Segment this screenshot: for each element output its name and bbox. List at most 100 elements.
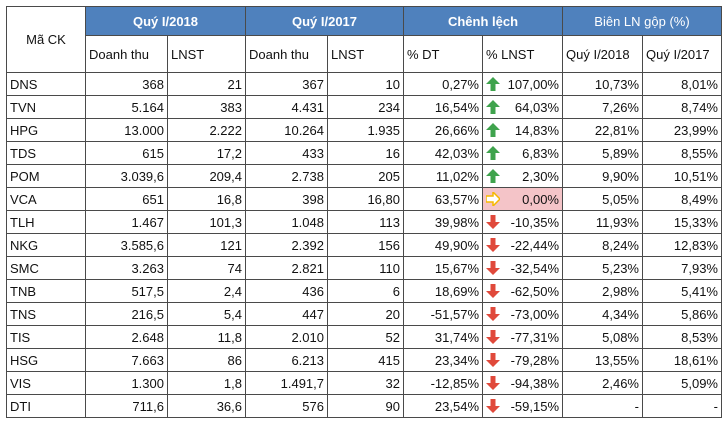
profit-change: 14,83% (514, 122, 559, 138)
profit-2018: 17,2 (167, 141, 246, 165)
financial-results-table: Mã CK Quý I/2018 Quý I/2017 Chênh lệch B… (6, 6, 722, 418)
revenue-2018: 3.039,6 (85, 164, 168, 188)
down-arrow-icon (486, 307, 500, 321)
table-row: TVN 5.164 383 4.431 234 16,54% 64,03% 7,26% 8,74… (6, 95, 722, 119)
revenue-change: 39,98% (403, 210, 483, 234)
table-body: DNS 368 21 367 10 0,27% 107,00% 10,73% 8,01% TVN 5… (6, 72, 722, 418)
revenue-2018: 368 (85, 72, 168, 96)
revenue-change-header: % DT (403, 35, 483, 73)
revenue-2018: 216,5 (85, 302, 168, 326)
revenue-change: 31,74% (403, 325, 483, 349)
revenue-2017: 2.392 (245, 233, 328, 257)
revenue-change: 18,69% (403, 279, 483, 303)
revenue-2017: 436 (245, 279, 328, 303)
profit-2017: 113 (327, 210, 404, 234)
down-arrow-icon (486, 261, 500, 275)
profit-2018: 383 (167, 95, 246, 119)
revenue-change: 49,90% (403, 233, 483, 257)
profit-change: -10,35% (510, 214, 559, 230)
profit-2017: 156 (327, 233, 404, 257)
profit-2018: 16,8 (167, 187, 246, 211)
profit-change: 6,83% (522, 145, 559, 161)
revenue-2018: 517,5 (85, 279, 168, 303)
stock-code: TNS (6, 302, 86, 326)
header-row-groups: Mã CK Quý I/2018 Quý I/2017 Chênh lệch B… (6, 6, 722, 73)
margin-2018: 9,90% (562, 164, 643, 188)
margin-2017: 8,01% (642, 72, 722, 96)
profit-2018: 11,8 (167, 325, 246, 349)
profit-change: -62,50% (510, 283, 559, 299)
profit-2018: 1,8 (167, 371, 246, 395)
revenue-change: 16,54% (403, 95, 483, 119)
stock-code: SMC (6, 256, 86, 280)
margin-2018: 5,05% (562, 187, 643, 211)
revenue-change: 42,03% (403, 141, 483, 165)
profit-2018: 2.222 (167, 118, 246, 142)
revenue-2018: 5.164 (85, 95, 168, 119)
margin-2018: 2,98% (562, 279, 643, 303)
revenue-change: 23,34% (403, 348, 483, 372)
revenue-change: -51,57% (403, 302, 483, 326)
revenue-2017: 433 (245, 141, 328, 165)
table-row: HPG 13.000 2.222 10.264 1.935 26,66% 14,83% 22,… (6, 118, 722, 142)
margin-2017: 10,51% (642, 164, 722, 188)
revenue-2017: 4.431 (245, 95, 328, 119)
table-row: HSG 7.663 86 6.213 415 23,34% -79,28% 13,55% 18,… (6, 348, 722, 372)
stock-code: VIS (6, 371, 86, 395)
profit-2017: 32 (327, 371, 404, 395)
profit-change: -32,54% (510, 260, 559, 276)
q1-2017-group-header: Quý I/2017 (245, 6, 404, 36)
profit-2017: 10 (327, 72, 404, 96)
difference-group-header: Chênh lệch (403, 6, 563, 36)
profit-2017-header: LNST (327, 35, 404, 73)
profit-2017: 16 (327, 141, 404, 165)
table-row: TIS 2.648 11,8 2.010 52 31,74% -77,31% 5,08% 8,5… (6, 325, 722, 349)
margin-2018: 4,34% (562, 302, 643, 326)
stock-code: DTI (6, 394, 86, 418)
revenue-2017: 1.491,7 (245, 371, 328, 395)
profit-change-header: % LNST (482, 35, 563, 73)
table-row: NKG 3.585,6 121 2.392 156 49,90% -22,44% 8,24% 1… (6, 233, 722, 257)
profit-change-cell: -79,28% (482, 348, 563, 372)
stock-code-header: Mã CK (6, 6, 86, 73)
stock-code: TNB (6, 279, 86, 303)
profit-change: -79,28% (510, 352, 559, 368)
margin-2018: 5,23% (562, 256, 643, 280)
profit-change-cell: -77,31% (482, 325, 563, 349)
revenue-2017: 2.821 (245, 256, 328, 280)
profit-2017: 234 (327, 95, 404, 119)
profit-2018: 86 (167, 348, 246, 372)
revenue-change: 11,02% (403, 164, 483, 188)
revenue-2018: 711,6 (85, 394, 168, 418)
stock-code: VCA (6, 187, 86, 211)
margin-2017: 18,61% (642, 348, 722, 372)
margin-2017: 8,53% (642, 325, 722, 349)
revenue-2017: 6.213 (245, 348, 328, 372)
gross-margin-group-header: Biên LN gộp (%) (562, 6, 722, 36)
profit-change-cell: -32,54% (482, 256, 563, 280)
stock-code: TIS (6, 325, 86, 349)
table-row: DTI 711,6 36,6 576 90 23,54% -59,15% - - (6, 394, 722, 418)
revenue-2017: 447 (245, 302, 328, 326)
revenue-2017: 2.010 (245, 325, 328, 349)
margin-2018: 13,55% (562, 348, 643, 372)
margin-2018: 2,46% (562, 371, 643, 395)
table-row: VCA 651 16,8 398 16,80 63,57% 0,00% 5,05% 8,49% (6, 187, 722, 211)
margin-2017: 8,49% (642, 187, 722, 211)
profit-change: 64,03% (514, 99, 559, 115)
down-arrow-icon (486, 399, 500, 413)
profit-change-cell: -73,00% (482, 302, 563, 326)
down-arrow-icon (486, 376, 500, 390)
profit-change-cell: 64,03% (482, 95, 563, 119)
profit-2017: 205 (327, 164, 404, 188)
margin-2017: 5,09% (642, 371, 722, 395)
margin-2017: - (642, 394, 722, 418)
margin-2017: 23,99% (642, 118, 722, 142)
revenue-change: 26,66% (403, 118, 483, 142)
revenue-change: 0,27% (403, 72, 483, 96)
profit-2017: 1.935 (327, 118, 404, 142)
margin-2018-header: Quý I/2018 (562, 35, 643, 73)
stock-code: POM (6, 164, 86, 188)
profit-change: 2,30% (522, 168, 559, 184)
revenue-2017: 1.048 (245, 210, 328, 234)
